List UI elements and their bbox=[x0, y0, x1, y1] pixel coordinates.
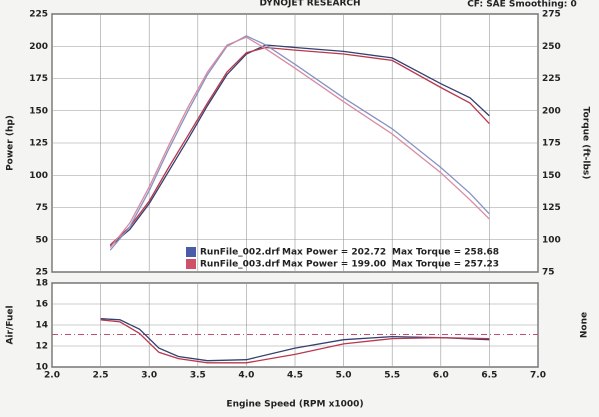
y-tick-label: 10 bbox=[35, 363, 48, 373]
y2-tick-label: 175 bbox=[542, 139, 561, 149]
legend-max-power: Max Power = 199.00 bbox=[282, 260, 386, 270]
y2-tick-label: 75 bbox=[542, 268, 555, 278]
y2-tick-label: 225 bbox=[542, 74, 561, 84]
chart-settings: CF: SAE Smoothing: 0 bbox=[467, 0, 577, 10]
y2-tick-label: 150 bbox=[542, 171, 561, 181]
y-tick-label: 50 bbox=[35, 235, 48, 245]
x-tick-label: 6.5 bbox=[481, 371, 497, 381]
data-line bbox=[109, 46, 490, 246]
y-tick-label: 75 bbox=[35, 203, 48, 213]
y-tick-label: 150 bbox=[29, 106, 48, 116]
x-tick-label: 4.5 bbox=[287, 371, 303, 381]
legend-swatch bbox=[186, 259, 196, 269]
y2-axis-label: Torque (ft-lbs) bbox=[581, 107, 591, 180]
y-tick-label: 12 bbox=[35, 342, 48, 352]
x-tick-label: 4.0 bbox=[238, 371, 254, 381]
data-line bbox=[109, 36, 490, 248]
legend-max-torque: Max Torque = 257.23 bbox=[392, 260, 499, 270]
y-tick-label: 14 bbox=[35, 321, 48, 331]
y2-tick-label: 200 bbox=[542, 106, 561, 116]
x-tick-label: 2.0 bbox=[44, 371, 60, 381]
x-tick-label: 3.0 bbox=[141, 371, 157, 381]
data-line bbox=[109, 44, 490, 247]
y-axis-label: Air/Fuel bbox=[6, 305, 16, 344]
y2-tick-label: 100 bbox=[542, 235, 561, 245]
y2-tick-label: 250 bbox=[542, 42, 561, 52]
y-tick-label: 225 bbox=[29, 10, 48, 20]
data-line bbox=[100, 319, 490, 364]
y-tick-label: 18 bbox=[35, 279, 48, 289]
chart-title: DYNOJET RESEARCH bbox=[259, 0, 360, 9]
y-tick-label: 100 bbox=[29, 171, 48, 181]
y-axis-label: Power (hp) bbox=[6, 115, 16, 171]
legend-name: RunFile_002.drf bbox=[200, 248, 280, 258]
legend-max-torque: Max Torque = 258.68 bbox=[392, 248, 499, 258]
y2-axis-label: None bbox=[580, 312, 590, 338]
x-tick-label: 3.5 bbox=[190, 371, 206, 381]
data-line bbox=[109, 35, 490, 251]
y-tick-label: 200 bbox=[29, 42, 48, 52]
data-line bbox=[100, 318, 490, 362]
legend-swatch bbox=[186, 247, 196, 257]
y2-tick-label: 275 bbox=[542, 10, 561, 20]
x-tick-label: 5.0 bbox=[336, 371, 352, 381]
x-tick-label: 7.0 bbox=[530, 371, 546, 381]
legend-name: RunFile_003.drf bbox=[200, 260, 280, 270]
x-tick-label: 5.5 bbox=[384, 371, 400, 381]
y-tick-label: 25 bbox=[35, 268, 48, 278]
x-axis-label: Engine Speed (RPM x1000) bbox=[226, 400, 363, 410]
x-tick-label: 2.5 bbox=[93, 371, 109, 381]
x-tick-label: 6.0 bbox=[433, 371, 449, 381]
y-tick-label: 125 bbox=[29, 139, 48, 149]
legend-max-power: Max Power = 202.72 bbox=[282, 248, 386, 258]
y-tick-label: 175 bbox=[29, 74, 48, 84]
y-tick-label: 16 bbox=[35, 300, 48, 310]
y2-tick-label: 125 bbox=[542, 203, 561, 213]
